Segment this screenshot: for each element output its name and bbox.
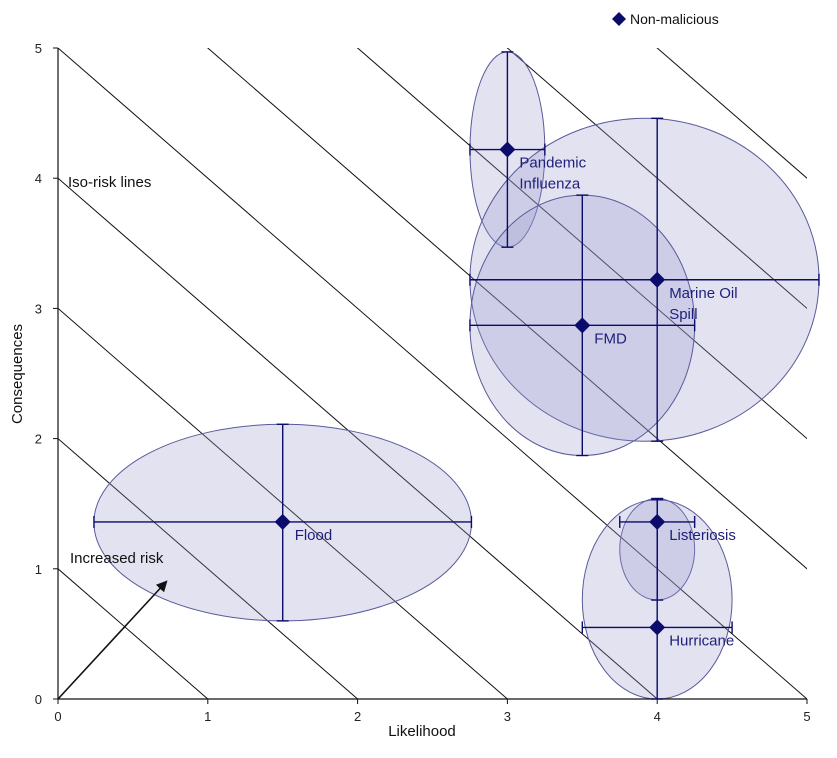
x-tick-label: 0 <box>54 709 61 724</box>
data-point-marker <box>649 271 666 288</box>
iso-risk-line <box>58 177 658 699</box>
x-tick-label: 1 <box>204 709 211 724</box>
iso-risk-line <box>58 48 807 699</box>
point-label: Hurricane <box>669 632 734 649</box>
point-label: Marine Oil Spill <box>669 285 737 323</box>
y-tick-label: 0 <box>35 692 42 707</box>
y-tick-label: 5 <box>35 41 42 56</box>
increased-risk-arrow <box>57 580 168 700</box>
iso-risk-line <box>58 438 358 699</box>
x-tick-label: 5 <box>803 709 810 724</box>
x-tick-label: 2 <box>354 709 361 724</box>
axes: 0 1 2 3 4 5 0 1 2 3 4 5 <box>35 41 811 724</box>
legend-marker <box>612 12 626 26</box>
uncertainty-ellipses <box>93 51 820 700</box>
data-point-marker <box>574 317 591 334</box>
y-axis-title: Consequences <box>9 324 26 424</box>
point-label: Flood <box>295 527 333 544</box>
point-label: Pandemic Influenza <box>519 155 586 193</box>
iso-risk-line <box>656 48 807 179</box>
y-tick-label: 2 <box>35 432 42 447</box>
iso-risk-line <box>207 48 807 570</box>
y-tick-label: 4 <box>35 171 42 186</box>
x-tick-label: 3 <box>504 709 511 724</box>
legend: Non-malicious <box>612 11 719 27</box>
x-tick-label: 4 <box>654 709 661 724</box>
point-label: Listeriosis <box>669 527 736 544</box>
y-tick-label: 1 <box>35 562 42 577</box>
iso-risk-label: Iso-risk lines <box>68 174 151 191</box>
point-labels: Pandemic Influenza Marine Oil Spill FMD Flood… <box>295 155 738 650</box>
data-point-marker <box>649 619 666 636</box>
increased-risk-label: Increased risk <box>70 550 164 567</box>
point-label: FMD <box>594 330 627 347</box>
x-axis-title: Likelihood <box>388 723 456 740</box>
legend-label: Non-malicious <box>630 11 719 27</box>
y-tick-label: 3 <box>35 301 42 316</box>
iso-risk-line <box>58 568 209 699</box>
data-point-marker <box>499 141 516 158</box>
data-point-marker <box>274 513 291 530</box>
data-points <box>93 51 820 700</box>
